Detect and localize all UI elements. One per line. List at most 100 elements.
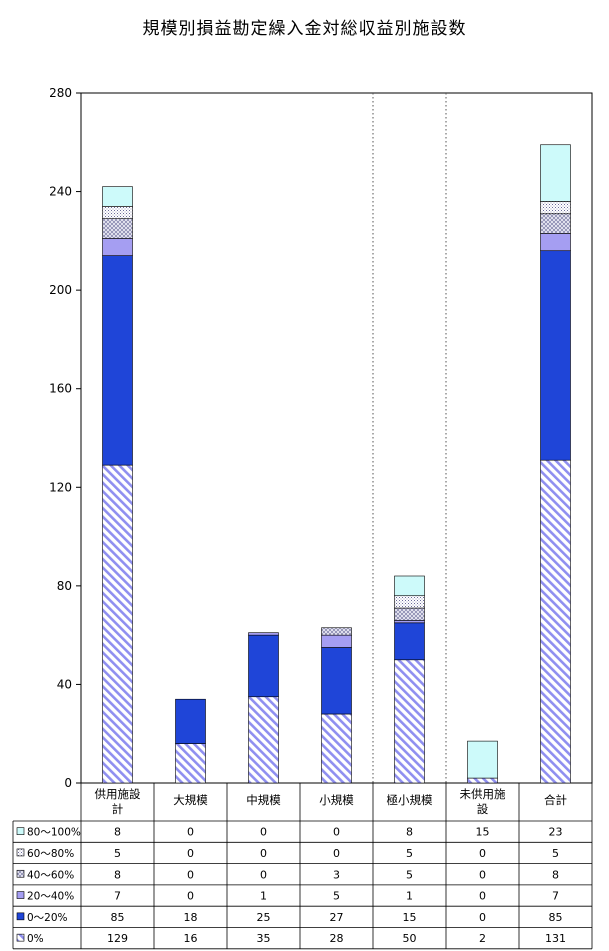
category-label: 設 — [477, 802, 489, 816]
y-tick-label: 120 — [49, 480, 72, 494]
table-cell-value: 1 — [406, 890, 413, 903]
table-cell-value: 7 — [114, 890, 121, 903]
bar-segment-80-100pct-5 — [394, 575, 425, 597]
bar-segment-0-20pct-5 — [394, 622, 425, 661]
legend-key-60-80pct — [16, 848, 25, 857]
table-cell-value: 0 — [260, 847, 267, 860]
y-tick-label: 240 — [49, 185, 72, 199]
category-label: 合計 — [544, 793, 567, 807]
y-tick-label: 40 — [57, 677, 72, 691]
table-cell-value: 50 — [403, 932, 417, 945]
bar-segment-40-60pct-7 — [540, 213, 571, 234]
table-cell-value: 8 — [114, 868, 121, 881]
bar-segment-0-20pct-4 — [321, 647, 352, 715]
table-cell-value: 2 — [479, 932, 486, 945]
legend-key-0pct — [16, 933, 25, 942]
legend-label: 20～40% — [27, 891, 74, 903]
bar-segment-80-100pct-1 — [102, 186, 133, 207]
table-cell-value: 0 — [260, 868, 267, 881]
table-cell-value: 3 — [333, 868, 340, 881]
bar-segment-40-60pct-5 — [394, 607, 425, 621]
y-tick-label: 200 — [49, 283, 72, 297]
bar-segment-60-80pct-5 — [394, 595, 425, 609]
bar-segment-20-40pct-4 — [321, 634, 352, 648]
bar-segment-80-100pct-7 — [540, 144, 571, 202]
legend-label: 60～80% — [27, 848, 74, 860]
table-cell-value: 8 — [406, 826, 413, 839]
table-cell-value: 8 — [114, 826, 121, 839]
table-cell-value: 5 — [114, 847, 121, 860]
table-cell-value: 0 — [333, 826, 340, 839]
chart-title: 規模別損益勘定繰入金対総収益別施設数 — [142, 19, 467, 39]
y-tick-label: 80 — [57, 579, 72, 593]
bar-segment-0-20pct-2 — [175, 698, 206, 744]
bar-segment-40-60pct-1 — [102, 218, 133, 239]
bar-segment-60-80pct-1 — [102, 206, 133, 219]
table-cell-value: 5 — [406, 868, 413, 881]
table-cell-value: 0 — [479, 868, 486, 881]
table-cell-value: 129 — [107, 932, 128, 945]
legend-key-20-40pct — [16, 891, 25, 899]
table-cell-value: 0 — [479, 911, 486, 924]
bar-segment-20-40pct-3 — [248, 632, 279, 636]
legend-key-40-60pct — [16, 869, 25, 878]
legend-label: 0～20% — [27, 912, 68, 924]
category-label: 小規模 — [319, 793, 354, 807]
category-label: 供用施設 — [95, 787, 141, 801]
bar-segment-0-20pct-3 — [248, 634, 279, 698]
table-cell-value: 35 — [257, 932, 271, 945]
bar-segment-0pct-1 — [102, 464, 133, 784]
bar-segment-80-100pct-6 — [467, 740, 498, 779]
table-cell-value: 15 — [476, 826, 490, 839]
category-label: 極小規模 — [387, 793, 433, 807]
category-label: 未供用施 — [460, 787, 506, 801]
table-cell-value: 85 — [111, 911, 125, 924]
legend-label: 80～100% — [27, 827, 81, 839]
table-cell-value: 5 — [406, 847, 413, 860]
bar-segment-0pct-4 — [321, 713, 352, 784]
table-cell-value: 0 — [187, 847, 194, 860]
table-cell-value: 0 — [187, 890, 194, 903]
table-cell-value: 15 — [403, 911, 417, 924]
table-cell-value: 0 — [479, 890, 486, 903]
y-tick-label: 280 — [49, 86, 72, 100]
table-cell-value: 85 — [549, 911, 563, 924]
bar-segment-0-20pct-7 — [540, 250, 571, 461]
bar-segment-0pct-5 — [394, 659, 425, 784]
table-cell-value: 5 — [333, 890, 340, 903]
table-cell-value: 18 — [184, 911, 198, 924]
bar-segment-0pct-3 — [248, 696, 279, 784]
table-cell-value: 0 — [479, 847, 486, 860]
table-cell-value: 7 — [552, 890, 559, 903]
table-cell-value: 0 — [333, 847, 340, 860]
legend-key-0-20pct — [16, 912, 25, 921]
table-cell-value: 5 — [552, 847, 559, 860]
table-cell-value: 28 — [330, 932, 344, 945]
table-cell-value: 0 — [187, 868, 194, 881]
bar-segment-0pct-2 — [175, 743, 206, 784]
category-label: 計 — [112, 802, 124, 816]
bar-segment-20-40pct-5 — [394, 620, 425, 624]
bar-segment-0-20pct-1 — [102, 255, 133, 466]
table-cell-value: 16 — [184, 932, 198, 945]
table-cell-value: 8 — [552, 868, 559, 881]
bar-segment-60-80pct-7 — [540, 201, 571, 215]
bar-segment-20-40pct-7 — [540, 233, 571, 252]
table-cell-value: 27 — [330, 911, 344, 924]
table-cell-value: 25 — [257, 911, 271, 924]
table-cell-value: 0 — [187, 826, 194, 839]
bar-segment-0pct-7 — [540, 459, 571, 784]
category-label: 大規模 — [173, 793, 208, 807]
bar-segment-20-40pct-1 — [102, 238, 133, 256]
table-cell-value: 23 — [549, 826, 563, 839]
category-label: 中規模 — [246, 793, 281, 807]
legend-key-80-100pct — [16, 827, 25, 835]
y-tick-label: 160 — [49, 382, 72, 396]
table-cell-value: 0 — [260, 826, 267, 839]
table-cell-value: 1 — [260, 890, 267, 903]
table-cell-value: 131 — [545, 932, 566, 945]
bar-segment-40-60pct-4 — [321, 627, 352, 636]
y-tick-label: 0 — [64, 776, 72, 790]
legend-label: 0% — [27, 933, 44, 945]
